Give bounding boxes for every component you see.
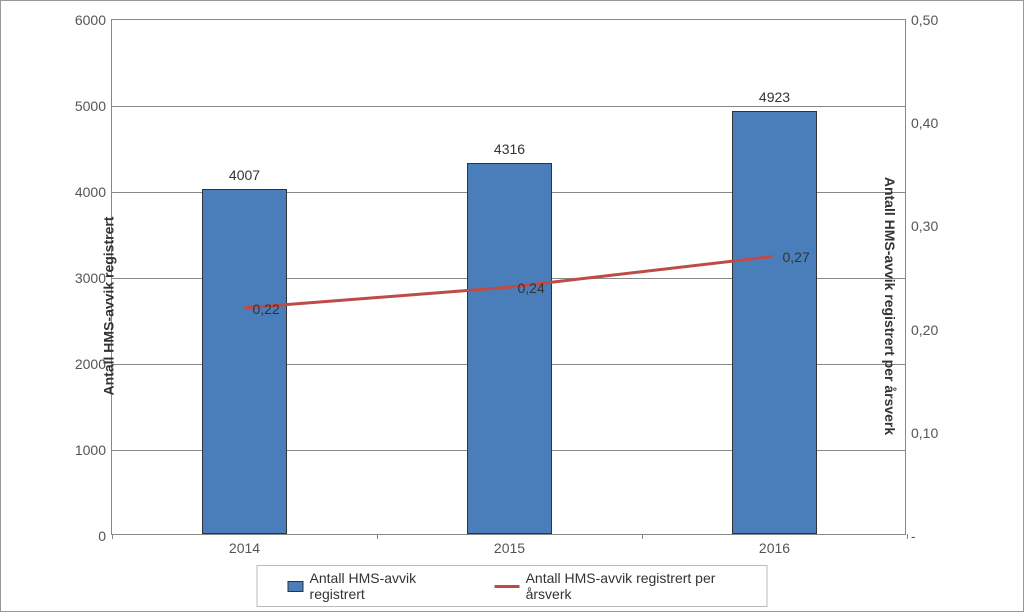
legend-bar-label: Antall HMS-avvik registrert xyxy=(310,570,455,602)
bar xyxy=(202,189,287,534)
legend-item-bars: Antall HMS-avvik registrert xyxy=(288,570,455,602)
line-value-label: 0,27 xyxy=(783,249,810,265)
y-right-axis-title: Antall HMS-avvik registrert per årsverk xyxy=(882,177,898,435)
legend-line-label: Antall HMS-avvik registrert per årsverk xyxy=(526,570,737,602)
bar xyxy=(732,111,817,534)
x-tick-label: 2015 xyxy=(494,540,525,556)
gridline xyxy=(112,106,905,107)
y-right-tick-label: 0,30 xyxy=(911,218,938,234)
y-right-tick-label: 0,10 xyxy=(911,425,938,441)
x-tick-mark xyxy=(377,534,378,539)
bar-value-label: 4007 xyxy=(229,167,260,183)
y-left-tick-label: 5000 xyxy=(75,98,106,114)
x-tick-mark xyxy=(112,534,113,539)
chart-container: 0100020003000400050006000-0,100,200,300,… xyxy=(0,0,1024,612)
legend-item-line: Antall HMS-avvik registrert per årsverk xyxy=(495,570,737,602)
y-right-tick-label: 0,40 xyxy=(911,115,938,131)
x-tick-mark xyxy=(642,534,643,539)
y-right-tick-label: 0,20 xyxy=(911,322,938,338)
plot-area: 0100020003000400050006000-0,100,200,300,… xyxy=(111,19,906,535)
legend: Antall HMS-avvik registrert Antall HMS-a… xyxy=(257,565,768,607)
line-value-label: 0,24 xyxy=(518,280,545,296)
line-value-label: 0,22 xyxy=(253,301,280,317)
x-tick-label: 2014 xyxy=(229,540,260,556)
bar xyxy=(467,163,552,534)
y-right-tick-label: - xyxy=(911,528,916,544)
x-tick-mark xyxy=(907,534,908,539)
x-tick-label: 2016 xyxy=(759,540,790,556)
y-left-axis-title: Antall HMS-avvik registrert xyxy=(100,217,116,396)
y-left-tick-label: 1000 xyxy=(75,442,106,458)
legend-line-swatch-icon xyxy=(495,585,520,588)
bar-value-label: 4316 xyxy=(494,141,525,157)
y-right-tick-label: 0,50 xyxy=(911,12,938,28)
y-left-tick-label: 0 xyxy=(98,528,106,544)
y-left-tick-label: 4000 xyxy=(75,184,106,200)
bar-value-label: 4923 xyxy=(759,89,790,105)
y-left-tick-label: 6000 xyxy=(75,12,106,28)
legend-bar-swatch-icon xyxy=(288,581,304,592)
